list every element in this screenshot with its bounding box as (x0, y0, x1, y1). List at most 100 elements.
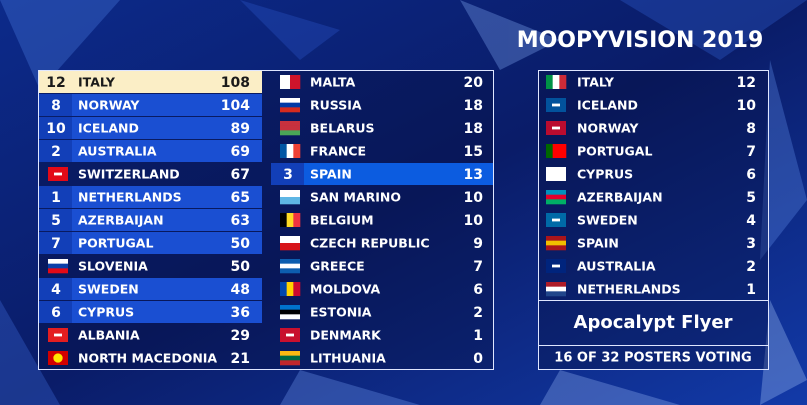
points-badge (39, 94, 72, 116)
flag-stripe (280, 314, 300, 320)
flag-emblem (286, 333, 294, 337)
flag-stripe (48, 259, 68, 264)
title: MOOPYVISION 2019 (517, 28, 764, 53)
vote-points: 4 (746, 213, 756, 229)
scored-row (39, 232, 262, 254)
flag-stripe (286, 213, 294, 227)
flag (280, 282, 301, 296)
total-points: 29 (231, 328, 250, 344)
flag (280, 305, 300, 320)
points-given: 1 (51, 190, 61, 206)
flag (546, 75, 567, 89)
total-points: 50 (231, 259, 251, 275)
scored-row (39, 140, 262, 162)
flag-stripe (280, 197, 300, 205)
flag-stripe (293, 282, 301, 296)
flag (546, 167, 566, 181)
country-name: AUSTRALIA (78, 144, 157, 159)
flag (546, 98, 566, 112)
total-points: 50 (231, 236, 251, 252)
country-name: MOLDOVA (310, 282, 381, 297)
flag-stripe (546, 190, 566, 195)
country-name: SWITZERLAND (78, 167, 180, 182)
flag-stripe (280, 130, 300, 136)
country-name: ESTONIA (310, 305, 372, 320)
flag-emblem (54, 172, 62, 176)
flag-stripe (280, 107, 300, 113)
total-points: 10 (464, 190, 484, 206)
flag-stripe (280, 263, 300, 269)
current-row (39, 71, 262, 93)
flag-stripe (546, 199, 566, 205)
total-points: 67 (231, 167, 250, 183)
flag-stripe (290, 75, 301, 89)
total-points: 7 (473, 259, 483, 275)
country-name: PORTUGAL (78, 236, 153, 251)
points-badge (39, 71, 72, 93)
country-name: NORTH MACEDONIA (78, 351, 217, 366)
country-name: SLOVENIA (78, 259, 148, 274)
total-points: 48 (231, 282, 250, 298)
flag-stripe (559, 144, 567, 158)
flag-stripe (293, 144, 301, 158)
voter-name: Apocalypt Flyer (574, 312, 733, 333)
scored-row (39, 186, 262, 208)
vote-points: 8 (746, 121, 756, 137)
country-name: MALTA (310, 75, 356, 90)
country-name: BELARUS (310, 121, 374, 136)
points-given: 4 (51, 282, 61, 298)
flag-stripe (280, 102, 300, 108)
flag-stripe (280, 75, 291, 89)
flag (546, 190, 566, 205)
flag-stripe (546, 286, 566, 292)
flag-emblem (53, 353, 63, 363)
scored-row (39, 117, 262, 139)
flag-stripe (293, 213, 301, 227)
total-points: 2 (473, 305, 483, 321)
total-points: 18 (464, 98, 483, 114)
scored-row (39, 301, 262, 323)
flag (546, 144, 567, 158)
flag (546, 282, 566, 297)
vote-country: ICELAND (577, 98, 638, 113)
country-name: SWEDEN (78, 282, 139, 297)
vote-country: ITALY (577, 75, 615, 90)
vote-country: CYPRUS (577, 167, 633, 182)
country-name: SPAIN (310, 167, 352, 182)
flag-stripe (280, 282, 287, 296)
total-points: 108 (221, 75, 250, 91)
flag (280, 213, 301, 227)
total-points: 21 (231, 351, 250, 367)
flag-stripe (546, 282, 566, 287)
total-points: 10 (464, 213, 484, 229)
voting-footer: 16 OF 32 POSTERS VOTING (554, 351, 751, 366)
flag-emblem (552, 264, 560, 268)
total-points: 6 (473, 282, 483, 298)
vote-country: SPAIN (577, 236, 619, 251)
flag (280, 236, 300, 251)
flag-stripe (546, 75, 553, 89)
flag (546, 121, 566, 135)
flag (280, 75, 301, 89)
flag-stripe (546, 245, 566, 251)
total-points: 1 (473, 328, 483, 344)
total-points: 69 (231, 144, 250, 160)
vote-country: NETHERLANDS (577, 282, 681, 297)
flag-stripe (280, 305, 300, 310)
total-points: 104 (221, 98, 250, 114)
flag-stripe (286, 282, 294, 296)
country-name: LITHUANIA (310, 351, 386, 366)
points-badge (39, 301, 72, 323)
flag-stripe (546, 240, 566, 246)
country-name: SAN MARINO (310, 190, 401, 205)
flag-stripe (280, 351, 300, 356)
country-name: NETHERLANDS (78, 190, 182, 205)
scored-row (39, 209, 262, 231)
flag (280, 121, 300, 136)
country-name: AZERBAIJAN (78, 213, 164, 228)
points-given: 7 (51, 236, 61, 252)
flag-stripe (546, 291, 566, 297)
flag-stripe (552, 75, 560, 89)
